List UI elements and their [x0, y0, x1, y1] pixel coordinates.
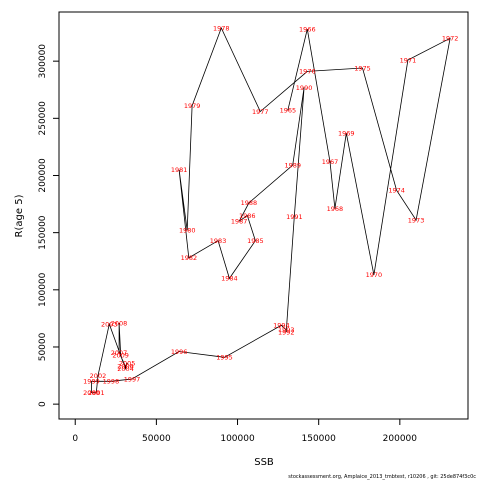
point-label: 1980 — [179, 227, 196, 235]
point-label: 1969 — [338, 129, 355, 137]
point-label: 1981 — [171, 166, 188, 174]
point-label: 1984 — [221, 275, 238, 283]
point-label: 2005 — [119, 359, 136, 367]
point-label: 1987 — [231, 218, 248, 226]
point-label: 1999 — [83, 378, 100, 386]
point-label: 2009 — [112, 351, 129, 359]
point-label: 1992 — [278, 328, 295, 336]
point-label: 1972 — [442, 35, 459, 43]
y-tick-label: 100000 — [38, 272, 48, 307]
x-tick-label: 50000 — [142, 434, 171, 444]
point-label: 1970 — [366, 271, 383, 279]
axes: 0 50000 100000 150000 200000 0 50000 100000 1500… — [38, 44, 417, 444]
point-label: 1988 — [241, 199, 258, 207]
point-label: 1979 — [184, 102, 201, 110]
series-line — [91, 26, 451, 394]
point-label: 1983 — [210, 237, 227, 245]
x-tick-label: 150000 — [302, 434, 337, 444]
point-label: 1991 — [286, 213, 303, 221]
y-tick-label: 250000 — [38, 101, 48, 136]
point-label: 2002 — [90, 372, 107, 380]
point-label: 2000 — [83, 389, 100, 397]
point-label: 1968 — [327, 205, 344, 213]
x-tick-label: 100000 — [220, 434, 255, 444]
y-axis-title: R(age 5) — [14, 194, 25, 237]
point-label: 1966 — [299, 25, 316, 33]
y-tick-label: 200000 — [38, 158, 48, 193]
point-label: 1995 — [216, 354, 233, 362]
point-labels: 1965 1966 1967 1968 1969 1970 1971 1972 1973 1974… — [83, 24, 458, 397]
y-tick-label: 0 — [38, 401, 48, 407]
x-tick-label: 0 — [72, 434, 78, 444]
point-label: 1990 — [296, 84, 313, 92]
point-label: 1997 — [124, 375, 141, 383]
point-label: 1986 — [239, 212, 256, 220]
point-label: 2006 — [117, 363, 134, 371]
point-label: 1996 — [171, 348, 188, 356]
x-axis-title: SSB — [254, 457, 274, 468]
point-label: 1975 — [354, 64, 371, 72]
x-tick-label: 200000 — [383, 434, 418, 444]
point-label: 1989 — [284, 161, 301, 169]
point-label: 1977 — [252, 108, 269, 116]
footer-note: stockassessment.org, Amplaice_2013_tmbte… — [288, 474, 476, 480]
point-label: 2004 — [117, 365, 134, 373]
point-label: 1965 — [280, 107, 297, 115]
point-label: 1974 — [388, 187, 405, 195]
point-label: 1994 — [273, 322, 290, 330]
y-tick-label: 150000 — [38, 215, 48, 250]
point-label: 2008 — [111, 319, 128, 327]
point-label: 1967 — [322, 158, 339, 166]
point-label: 2001 — [88, 389, 105, 397]
series-path — [91, 26, 451, 394]
y-tick-label: 50000 — [38, 332, 48, 361]
point-label: 1993 — [278, 326, 295, 334]
point-label: 1971 — [400, 56, 417, 64]
point-label: 1978 — [213, 24, 230, 32]
point-label: 1976 — [299, 68, 316, 76]
y-tick-label: 300000 — [38, 44, 48, 79]
point-label: 1998 — [103, 378, 120, 386]
point-label: 2003 — [101, 320, 118, 328]
point-label: 1973 — [408, 216, 425, 224]
point-label: 1985 — [247, 237, 264, 245]
point-label: 1982 — [181, 254, 198, 262]
point-label: 2007 — [111, 349, 128, 357]
